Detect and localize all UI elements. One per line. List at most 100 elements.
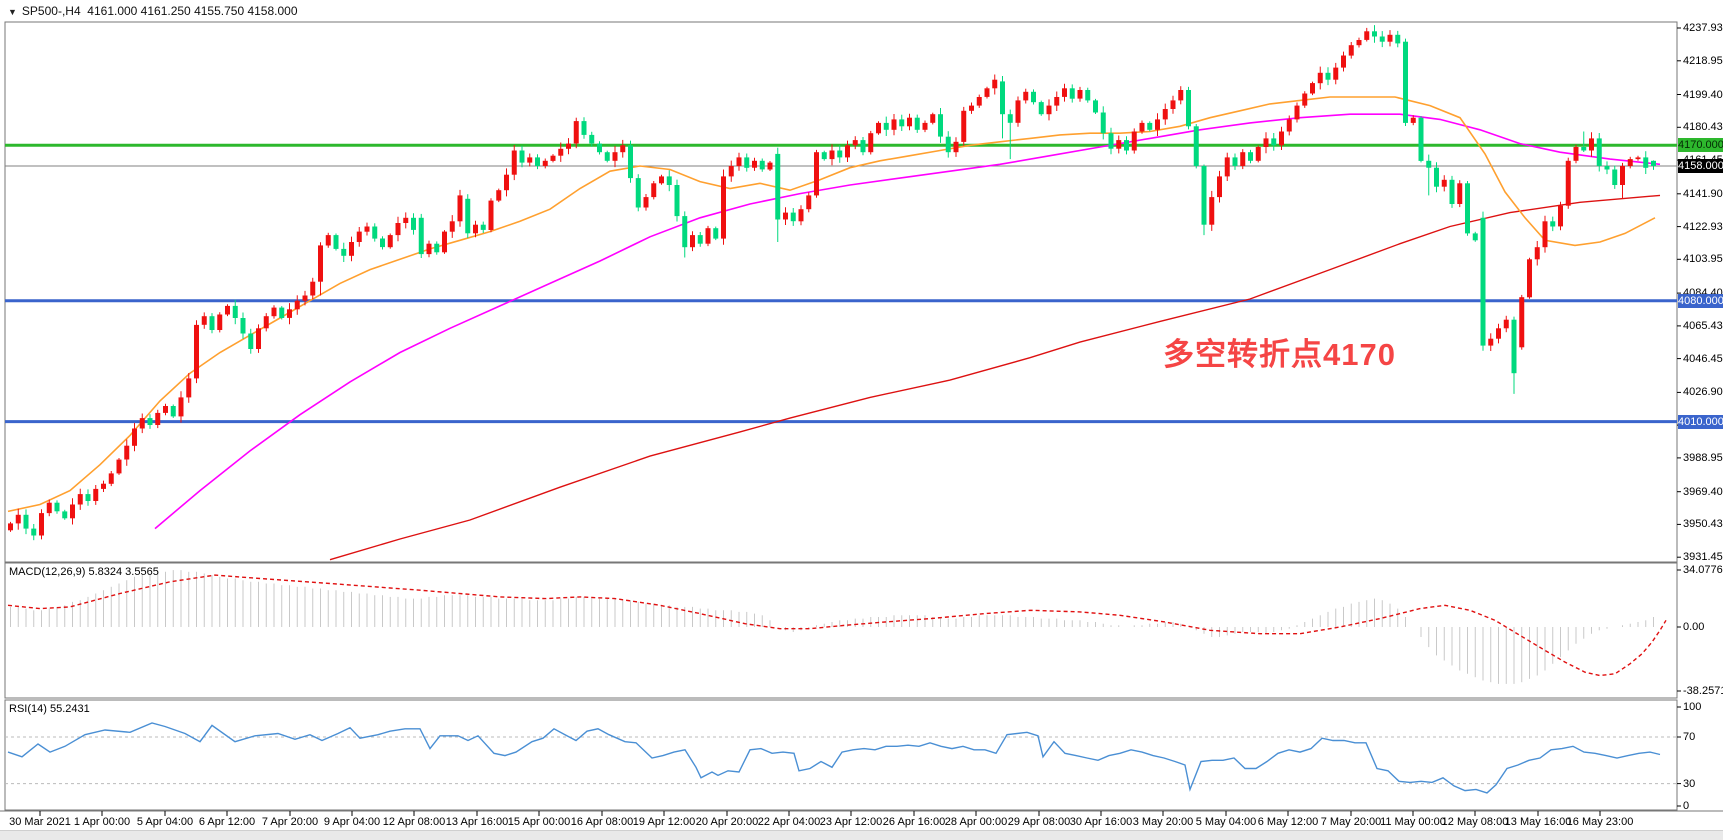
candle-body [70,504,75,519]
candle-body [1186,90,1191,127]
candle-body [372,226,378,239]
candle-body [225,305,230,315]
candle-body [132,428,137,446]
candle-body [15,514,21,524]
candle-body [256,328,261,349]
candle-body [1542,221,1548,248]
candle-body [1503,319,1509,329]
candle-body [976,97,982,106]
candle-body [1077,90,1083,99]
candle-body [759,160,765,170]
main-panel-frame[interactable] [4,21,1678,563]
candle-body [1031,91,1036,103]
candle-body [992,79,998,89]
macd-panel-frame[interactable] [4,562,1678,699]
candle-body [39,513,44,536]
candle-body [573,121,579,144]
candle-body [1627,159,1633,166]
candle-body [496,190,502,201]
time-axis-label: 6 Apr 12:00 [198,816,256,828]
time-axis-label: 28 Apr 00:00 [944,816,1008,828]
candle-body [1403,41,1408,123]
macd-axis-label: 0.00 [1683,621,1705,633]
candle-body [116,459,122,474]
chevron-down-icon[interactable]: ▼ [8,7,17,17]
candle-body [1558,205,1563,227]
candle-body [775,153,781,220]
candle-body [953,141,959,153]
candle-body [837,150,843,158]
candle-body [1604,166,1610,170]
candle-body [1372,31,1377,37]
rsi-indicator-label: RSI(14) 55.2431 [9,703,90,715]
candle-body [527,157,533,163]
candle-body [783,212,788,220]
candle-body [1472,233,1478,241]
time-axis-label: 30 Mar 2021 [9,816,71,828]
time-axis-label: 11 May 00:00 [1380,816,1446,828]
candle-body [194,324,199,379]
candle-body [535,157,540,166]
candle-body [1093,100,1098,113]
candle-body [1062,88,1067,97]
candle-body [434,243,440,253]
candle-body [1294,105,1300,120]
time-axis-label: 7 May 20:00 [1320,816,1382,828]
time-axis-label: 6 May 12:00 [1257,816,1319,828]
candle-body [442,231,447,253]
rsi-panel-frame[interactable] [4,699,1678,811]
candle-body [829,150,835,160]
price-axis-label: 4046.455 [1683,352,1723,365]
candle-body [178,397,184,417]
candle-body [1550,221,1556,227]
candle-body [186,378,192,398]
candle-body [1317,72,1323,84]
candle-body [1527,259,1532,298]
candle-body [170,406,176,417]
candle-body [302,295,308,301]
candle-body [558,148,564,156]
candle-body [1457,183,1463,204]
time-axis-label: 13 Apr 16:00 [445,816,509,828]
candle-body [155,412,161,425]
candle-body [1201,166,1207,225]
candle-body [380,238,385,248]
candle-body [511,150,517,175]
candle-body [883,122,889,130]
candle-body [1635,157,1641,160]
candle-body [101,483,106,489]
window-bottom-strip [0,830,1723,840]
price-axis-label: 4237.930 [1683,22,1723,34]
candle-body [868,133,874,153]
candle-body [1178,90,1184,101]
price-axis-label: 3931.455 [1683,551,1723,564]
candle-body [984,88,990,97]
price-tag-4170.000: 4170.000 [1678,138,1723,153]
candle-body [597,143,602,153]
macd-indicator-label: MACD(12,26,9) 5.8324 3.5565 [9,566,159,578]
candle-body [1162,109,1168,120]
price-axis-label: 4122.930 [1683,220,1723,233]
candle-body [1085,90,1091,101]
time-axis-label: 7 Apr 20:00 [261,816,319,828]
candle-body [635,178,641,208]
candle-body [814,152,819,196]
candle-body [806,195,812,210]
candle-body [1379,36,1385,42]
candle-body [1465,183,1470,234]
candle-body [1325,72,1331,80]
candle-body [1209,197,1215,225]
price-axis-label: 4103.955 [1683,253,1723,266]
annotation-text: 多空转折点4170 [1163,337,1396,372]
time-axis-label: 29 Apr 08:00 [1007,816,1071,828]
price-axis-label: 3988.955 [1683,451,1723,464]
candle-body [232,305,238,318]
rsi-axis-label: 0 [1683,800,1690,812]
candle-body [697,235,703,244]
candle-body [364,226,370,232]
price-axis-label: 4065.430 [1683,319,1723,332]
candle-body [581,121,587,135]
symbol-info[interactable]: ▼ SP500-,H4 4161.000 4161.250 4155.750 41… [8,4,298,18]
